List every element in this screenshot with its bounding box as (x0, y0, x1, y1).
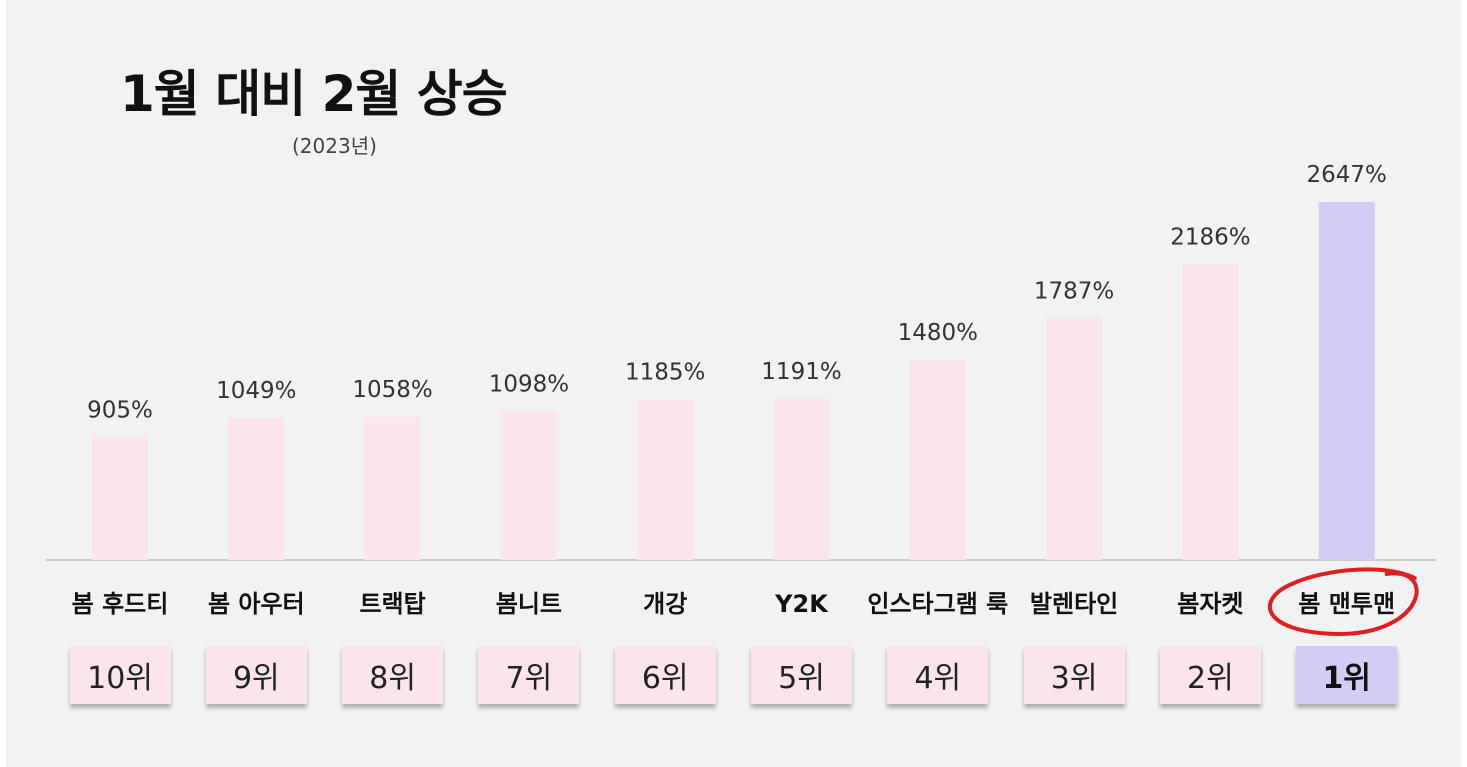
category-label: 봄 후드티 (72, 590, 169, 618)
chart-subtitle: (2023년) (292, 134, 377, 158)
data-label: 905% (87, 398, 153, 424)
rank-badge: 4위 (887, 646, 989, 704)
rank-badge: 2위 (1159, 646, 1261, 704)
bar (773, 398, 830, 560)
data-label: 1787% (1034, 278, 1114, 304)
bar (92, 437, 148, 560)
category-label: 봄니트 (496, 590, 562, 618)
rank-badge: 6위 (614, 646, 716, 704)
data-label: 1185% (625, 360, 705, 386)
data-label: 1058% (352, 377, 432, 403)
data-label: 2186% (1170, 224, 1250, 250)
bar (364, 416, 421, 560)
category-label: 발렌타인 (1030, 590, 1118, 618)
bar (1182, 264, 1239, 560)
rank-badge: 9위 (205, 646, 307, 704)
category-label: 봄 맨투맨 (1298, 590, 1395, 618)
category-label: 인스타그램 룩 (867, 590, 1008, 618)
rank-badge: 3위 (1023, 646, 1125, 704)
category-label: 개강 (643, 590, 687, 618)
highlight-circle (1267, 567, 1419, 637)
bar (909, 359, 966, 560)
rank-badge: 10위 (69, 646, 171, 704)
category-label: 트랙탑 (359, 590, 425, 618)
rank-badge: 7위 (478, 646, 580, 704)
rank-badge: 5위 (751, 646, 852, 704)
bar (1046, 318, 1103, 560)
data-label: 1480% (898, 320, 978, 346)
category-label: Y2K (774, 590, 829, 618)
category-label: 봄 아우터 (208, 590, 305, 618)
bar (637, 399, 694, 560)
rank-badge: 1위 (1296, 646, 1398, 704)
rank-badge: 8위 (342, 646, 444, 704)
data-label: 1098% (489, 372, 569, 398)
data-label: 1191% (761, 359, 841, 385)
bar (228, 418, 285, 560)
bar (1318, 202, 1375, 560)
chart-title: 1월 대비 2월 상승 (120, 65, 508, 123)
category-label: 봄자켓 (1177, 590, 1243, 618)
bar (500, 411, 557, 560)
data-label: 1049% (216, 378, 296, 404)
data-label: 2647% (1307, 162, 1387, 188)
